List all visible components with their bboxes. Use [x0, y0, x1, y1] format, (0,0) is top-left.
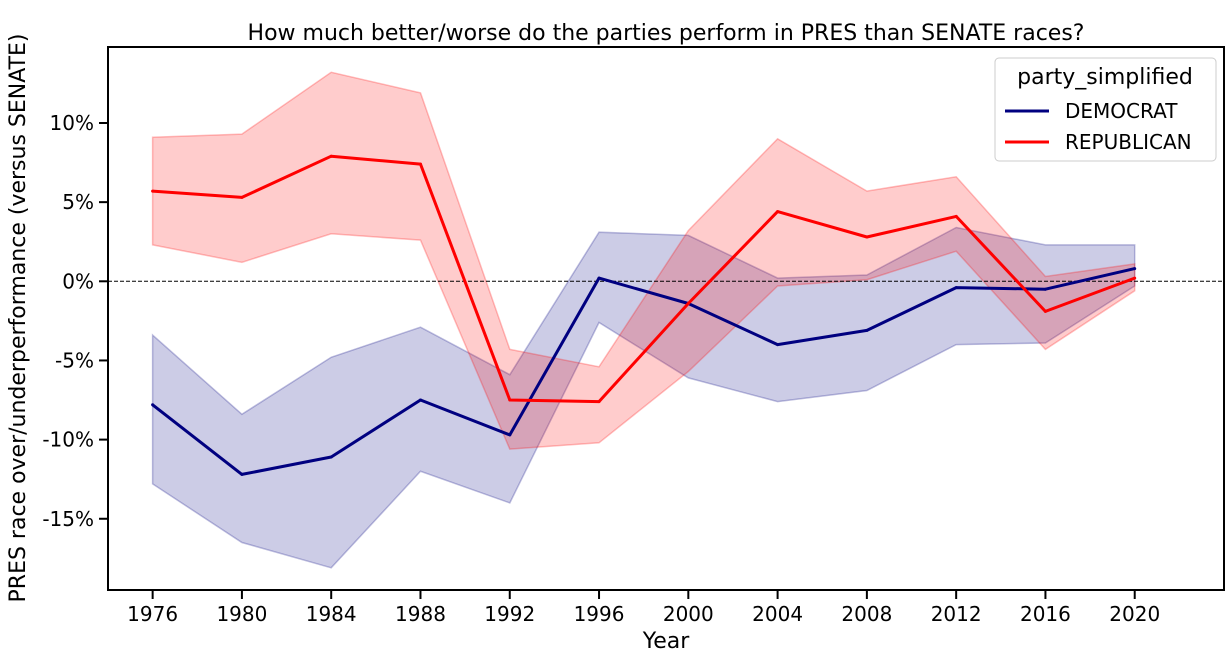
- data-point-republican-1984: [329, 154, 333, 158]
- data-point-democrat-1996: [597, 276, 601, 280]
- series-line-democrat: [151, 267, 1136, 476]
- x-tick-label-2012: 2012: [931, 602, 982, 626]
- data-point-democrat-1976: [151, 403, 155, 407]
- x-tick-label-2016: 2016: [1020, 602, 1071, 626]
- legend: party_simplified DEMOCRAT REPUBLICAN: [994, 57, 1217, 162]
- x-tick-label-2020: 2020: [1109, 602, 1160, 626]
- y-tick-label-5: 5%: [62, 190, 94, 214]
- y-axis-ticks: 10% 5% 0% -5% -10% -15%: [42, 111, 108, 531]
- x-axis-ticks: 1976 1980 1984 1988 1992 1996 2000 2004 2008 2012…: [127, 590, 1160, 626]
- data-point-democrat-2020: [1133, 267, 1137, 271]
- x-tick-label-2000: 2000: [663, 602, 714, 626]
- legend-label-republican: REPUBLICAN: [1065, 130, 1192, 154]
- data-point-republican-2012: [954, 214, 958, 218]
- data-point-republican-1976: [151, 189, 155, 193]
- ci-band-democrat: [151, 226, 1136, 569]
- legend-label-democrat: DEMOCRAT: [1065, 99, 1178, 123]
- x-tick-label-1988: 1988: [395, 602, 446, 626]
- data-point-democrat-1984: [329, 455, 333, 459]
- series-lines: [151, 154, 1137, 476]
- chart-title: How much better/worse do the parties per…: [248, 21, 1085, 46]
- confidence-bands: [151, 71, 1136, 569]
- data-point-democrat-2012: [954, 286, 958, 290]
- data-point-republican-1980: [240, 195, 244, 199]
- data-point-republican-2004: [776, 210, 780, 214]
- x-tick-label-1984: 1984: [306, 602, 357, 626]
- legend-title: party_simplified: [1017, 65, 1193, 90]
- data-point-democrat-2008: [865, 328, 869, 332]
- data-point-democrat-1992: [508, 433, 512, 437]
- series-line-republican: [152, 154, 1136, 404]
- data-point-democrat-2016: [1043, 287, 1047, 291]
- y-tick-label--10: -10%: [42, 428, 94, 452]
- data-point-democrat-1988: [419, 398, 422, 402]
- ci-band-republican: [151, 71, 1136, 450]
- x-tick-label-2008: 2008: [841, 602, 892, 626]
- y-tick-label--5: -5%: [55, 348, 94, 372]
- x-tick-label-1976: 1976: [127, 602, 178, 626]
- y-tick-label--15: -15%: [42, 507, 94, 531]
- x-tick-label-1980: 1980: [216, 602, 267, 626]
- x-tick-label-1996: 1996: [574, 602, 625, 626]
- y-tick-label-0: 0%: [62, 269, 94, 293]
- plot-frame: [107, 46, 1225, 591]
- data-point-republican-2016: [1043, 309, 1047, 313]
- x-axis-title: Year: [642, 629, 691, 654]
- legend-box: [994, 57, 1217, 162]
- data-point-republican-2000: [686, 302, 690, 305]
- x-tick-label-1992: 1992: [484, 602, 535, 626]
- x-tick-label-2004: 2004: [752, 602, 803, 626]
- data-point-republican-2008: [865, 235, 869, 239]
- data-point-republican-2020: [1133, 276, 1137, 280]
- data-point-republican-1988: [419, 162, 422, 166]
- data-point-republican-1996: [597, 400, 601, 404]
- y-axis-title: PRES race over/underperformance (versus …: [6, 34, 31, 603]
- data-point-democrat-2004: [776, 343, 780, 347]
- y-tick-label-10: 10%: [50, 111, 94, 135]
- data-point-republican-1992: [508, 398, 512, 402]
- data-point-democrat-1980: [240, 472, 244, 476]
